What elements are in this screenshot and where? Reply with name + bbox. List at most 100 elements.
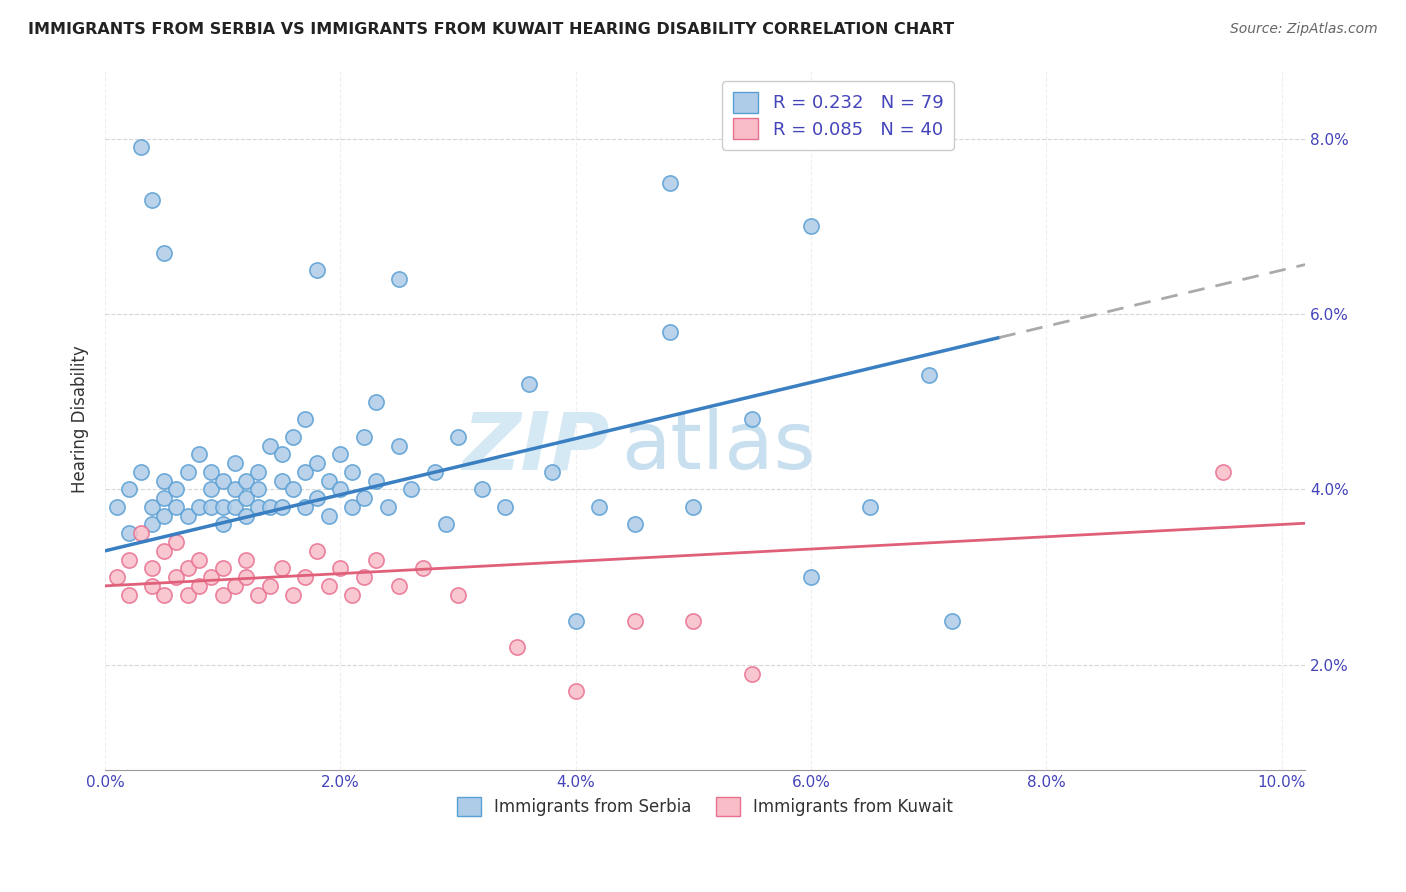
Point — [305, 491, 328, 505]
Point — [294, 500, 316, 514]
Point — [247, 500, 270, 514]
Point — [917, 368, 939, 383]
Point — [165, 483, 187, 497]
Text: atlas: atlas — [621, 409, 815, 486]
Point — [564, 684, 586, 698]
Point — [294, 412, 316, 426]
Point — [235, 474, 257, 488]
Point — [235, 570, 257, 584]
Point — [859, 500, 882, 514]
Point — [741, 412, 763, 426]
Point — [283, 430, 305, 444]
Point — [188, 552, 211, 566]
Point — [270, 474, 292, 488]
Point — [141, 193, 163, 207]
Point — [153, 474, 176, 488]
Point — [259, 579, 281, 593]
Point — [399, 483, 422, 497]
Text: Source: ZipAtlas.com: Source: ZipAtlas.com — [1230, 22, 1378, 37]
Point — [1212, 465, 1234, 479]
Point — [153, 588, 176, 602]
Point — [494, 500, 516, 514]
Point — [353, 430, 375, 444]
Point — [283, 483, 305, 497]
Point — [141, 561, 163, 575]
Point — [176, 508, 198, 523]
Point — [377, 500, 399, 514]
Point — [211, 474, 233, 488]
Point — [564, 614, 586, 628]
Point — [941, 614, 963, 628]
Point — [329, 447, 352, 461]
Point — [200, 500, 222, 514]
Point — [176, 465, 198, 479]
Point — [224, 483, 246, 497]
Point — [200, 483, 222, 497]
Point — [235, 491, 257, 505]
Point — [342, 465, 364, 479]
Point — [447, 588, 470, 602]
Point — [318, 508, 340, 523]
Point — [129, 526, 152, 541]
Point — [305, 263, 328, 277]
Point — [247, 588, 270, 602]
Point — [305, 543, 328, 558]
Point — [283, 588, 305, 602]
Point — [165, 500, 187, 514]
Point — [259, 439, 281, 453]
Point — [800, 219, 823, 234]
Point — [471, 483, 494, 497]
Point — [329, 561, 352, 575]
Point — [364, 474, 387, 488]
Point — [118, 526, 141, 541]
Point — [682, 500, 704, 514]
Point — [353, 491, 375, 505]
Point — [423, 465, 446, 479]
Point — [294, 570, 316, 584]
Point — [270, 561, 292, 575]
Point — [353, 570, 375, 584]
Point — [741, 666, 763, 681]
Point — [188, 579, 211, 593]
Point — [623, 614, 645, 628]
Point — [211, 517, 233, 532]
Point — [176, 588, 198, 602]
Point — [247, 483, 270, 497]
Point — [200, 465, 222, 479]
Point — [235, 508, 257, 523]
Point — [165, 570, 187, 584]
Point — [129, 465, 152, 479]
Point — [153, 508, 176, 523]
Point — [118, 588, 141, 602]
Point — [118, 483, 141, 497]
Text: IMMIGRANTS FROM SERBIA VS IMMIGRANTS FROM KUWAIT HEARING DISABILITY CORRELATION : IMMIGRANTS FROM SERBIA VS IMMIGRANTS FRO… — [28, 22, 955, 37]
Point — [388, 272, 411, 286]
Point — [682, 614, 704, 628]
Point — [200, 570, 222, 584]
Point — [342, 588, 364, 602]
Point — [305, 456, 328, 470]
Point — [259, 500, 281, 514]
Point — [118, 552, 141, 566]
Point — [188, 447, 211, 461]
Point — [364, 394, 387, 409]
Point — [588, 500, 610, 514]
Point — [105, 570, 128, 584]
Text: ZIP: ZIP — [461, 409, 609, 486]
Point — [247, 465, 270, 479]
Point — [541, 465, 564, 479]
Point — [176, 561, 198, 575]
Point — [412, 561, 434, 575]
Point — [329, 483, 352, 497]
Point — [224, 500, 246, 514]
Point — [318, 474, 340, 488]
Point — [211, 500, 233, 514]
Point — [105, 500, 128, 514]
Point — [447, 430, 470, 444]
Point — [129, 140, 152, 154]
Point — [270, 500, 292, 514]
Point — [141, 579, 163, 593]
Point — [153, 245, 176, 260]
Point — [517, 377, 540, 392]
Point — [623, 517, 645, 532]
